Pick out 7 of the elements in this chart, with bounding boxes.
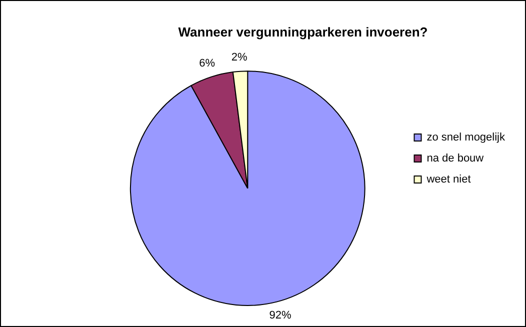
chart-title: Wanneer vergunningparkeren invoeren? [178, 24, 428, 40]
data-label: 6% [199, 58, 216, 70]
legend-label: weet niet [426, 174, 471, 186]
data-label: 92% [269, 309, 292, 322]
legend-label: zo snel mogelijk [426, 132, 506, 144]
legend-label: na de bouw [426, 152, 484, 165]
data-label: 2% [231, 51, 248, 64]
